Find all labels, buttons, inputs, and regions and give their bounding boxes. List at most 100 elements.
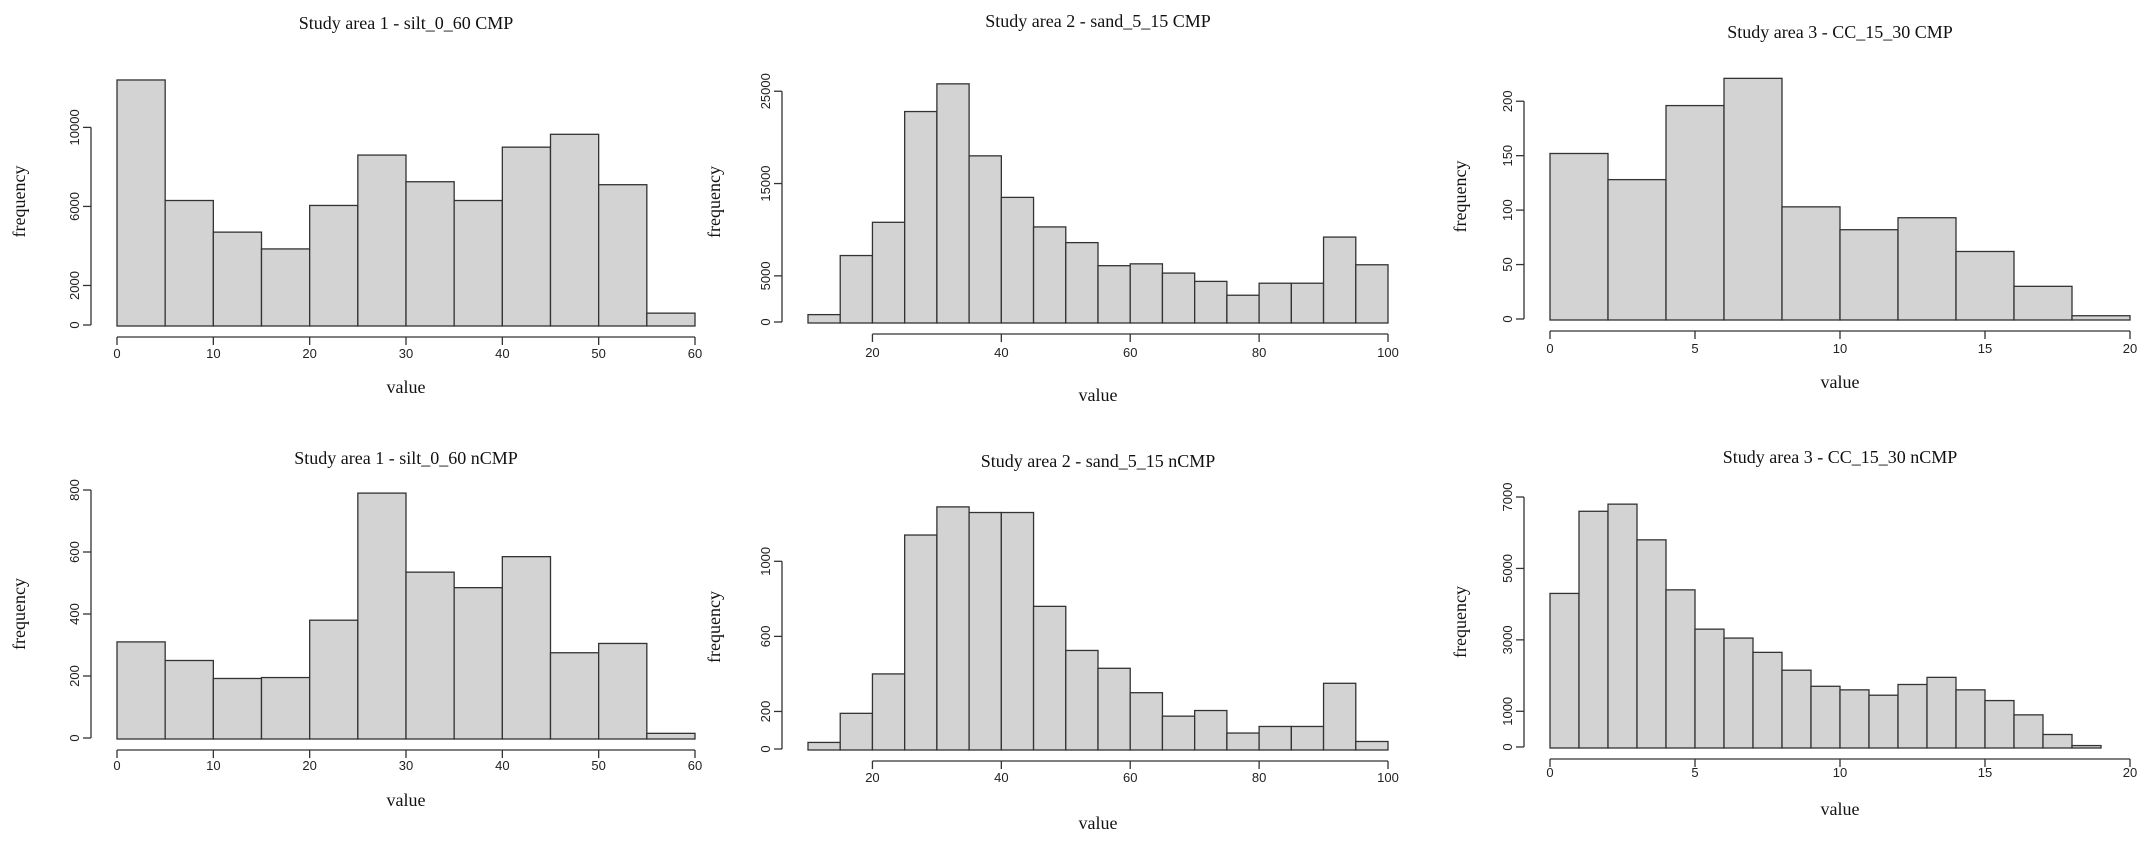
chart-title: Study area 3 - CC_15_30 CMP xyxy=(1727,22,1953,42)
chart-title: Study area 1 - silt_0_60 nCMP xyxy=(294,448,518,468)
x-axis-label: value xyxy=(1821,799,1860,819)
x-tick-label: 5 xyxy=(1691,341,1698,356)
x-tick-label: 20 xyxy=(302,758,316,773)
histogram-bar xyxy=(1161,272,1196,324)
histogram-bar xyxy=(1322,236,1357,324)
x-tick-label: 30 xyxy=(399,758,413,773)
histogram-bar xyxy=(646,732,696,740)
chart-panel-6: Study area 3 - CC_15_30 nCMP 0 5 10 15 20 0 100… xyxy=(1450,447,2137,819)
y-tick-label: 600 xyxy=(67,541,82,563)
histogram-bar xyxy=(1607,178,1667,321)
chart-panel-4: Study area 1 - silt_0_60 nCMP 0 10 20 30 40 50… xyxy=(9,448,702,810)
histogram-bar xyxy=(1355,740,1389,751)
x-tick-label: 80 xyxy=(1252,770,1266,785)
histogram-bar xyxy=(1665,104,1725,321)
x-tick-label: 0 xyxy=(113,758,120,773)
y-tick-label: 0 xyxy=(67,321,82,328)
x-tick-label: 20 xyxy=(865,345,879,360)
x-tick-label: 100 xyxy=(1377,345,1399,360)
histogram-bar xyxy=(260,248,311,327)
chart-title: Study area 2 - sand_5_15 CMP xyxy=(985,11,1210,31)
y-tick-label: 150 xyxy=(1500,145,1515,167)
y-tick-label: 0 xyxy=(67,734,82,741)
histogram-bar xyxy=(260,676,311,740)
histogram-bar xyxy=(904,534,938,751)
x-tick-label: 10 xyxy=(206,758,220,773)
histogram-bar xyxy=(839,712,874,751)
x-axis-label: value xyxy=(387,377,426,397)
x-tick-label: 60 xyxy=(688,758,702,773)
histogram-bar xyxy=(116,641,166,740)
y-tick-label: 0 xyxy=(1500,743,1515,750)
x-tick-label: 100 xyxy=(1377,770,1399,785)
histogram-bar xyxy=(1258,725,1292,751)
x-tick-label: 20 xyxy=(2123,765,2137,780)
y-tick-label: 200 xyxy=(67,665,82,687)
y-tick-label: 7000 xyxy=(1500,483,1515,512)
x-tick-label: 0 xyxy=(1546,765,1553,780)
x-tick-label: 15 xyxy=(1978,341,1992,356)
histogram-bar xyxy=(1752,651,1783,749)
x-tick-label: 10 xyxy=(1833,341,1847,356)
chart-title: Study area 2 - sand_5_15 nCMP xyxy=(981,451,1215,471)
chart-title: Study area 1 - silt_0_60 CMP xyxy=(299,13,514,33)
y-tick-label: 0 xyxy=(1500,315,1515,322)
histogram-bar xyxy=(1290,725,1325,751)
histogram-bar xyxy=(807,741,841,751)
histogram-bar xyxy=(871,221,906,324)
histogram-bar xyxy=(1578,510,1609,749)
histogram-bar xyxy=(1926,676,1957,749)
histogram-bar xyxy=(2071,315,2131,321)
histogram-bar xyxy=(1258,282,1292,324)
x-tick-label: 20 xyxy=(2123,341,2137,356)
histogram-bar xyxy=(1897,683,1928,749)
histogram-bar xyxy=(1065,241,1099,324)
histogram-bar xyxy=(164,659,214,740)
histogram-bar xyxy=(904,110,938,324)
histogram-bar xyxy=(839,254,874,324)
histogram-bar xyxy=(357,492,407,740)
y-tick-label: 5000 xyxy=(758,261,773,290)
histogram-bar xyxy=(2071,744,2102,749)
histogram-bar xyxy=(1665,589,1696,749)
chart-panel-1: Study area 1 - silt_0_60 CMP 0 10 20 30 40 50 6… xyxy=(9,13,702,397)
histogram-bar xyxy=(1839,229,1899,321)
y-tick-label: 600 xyxy=(758,626,773,648)
x-tick-label: 50 xyxy=(591,758,605,773)
histogram-bar xyxy=(1607,503,1638,749)
y-axis-label: frequency xyxy=(704,591,724,663)
histogram-bar xyxy=(501,146,552,327)
x-tick-label: 40 xyxy=(994,770,1008,785)
y-tick-label: 200 xyxy=(758,701,773,723)
histogram-bar xyxy=(357,154,407,327)
x-tick-label: 0 xyxy=(113,346,120,361)
histogram-bar xyxy=(1290,282,1325,324)
y-tick-label: 800 xyxy=(67,479,82,501)
histogram-bar xyxy=(1097,265,1131,324)
y-tick-label: 100 xyxy=(1500,199,1515,221)
histogram-bar xyxy=(1839,689,1870,749)
y-axis-label: frequency xyxy=(9,578,29,650)
y-tick-label: 10000 xyxy=(67,109,82,145)
y-tick-label: 1000 xyxy=(758,547,773,576)
x-tick-label: 60 xyxy=(1123,770,1137,785)
y-tick-label: 1000 xyxy=(1500,697,1515,726)
histogram-bar xyxy=(1781,206,1841,321)
histogram-bar xyxy=(2042,733,2073,749)
y-axis-label: frequency xyxy=(1450,161,1470,233)
x-tick-label: 40 xyxy=(495,346,509,361)
y-tick-label: 15000 xyxy=(758,165,773,201)
histogram-bar xyxy=(1955,689,1986,749)
x-tick-label: 10 xyxy=(1833,765,1847,780)
chart-panel-2: Study area 2 - sand_5_15 CMP 20 40 60 80 100 0… xyxy=(704,11,1399,405)
histogram-bar xyxy=(501,556,552,740)
x-axis-label: value xyxy=(1079,385,1118,405)
histogram-bar xyxy=(453,587,503,740)
y-tick-label: 200 xyxy=(1500,90,1515,112)
histogram-bar xyxy=(1355,264,1389,324)
y-tick-label: 6000 xyxy=(67,192,82,221)
histogram-bar xyxy=(1000,196,1035,324)
x-tick-label: 50 xyxy=(591,346,605,361)
histogram-bar xyxy=(1955,250,2015,321)
